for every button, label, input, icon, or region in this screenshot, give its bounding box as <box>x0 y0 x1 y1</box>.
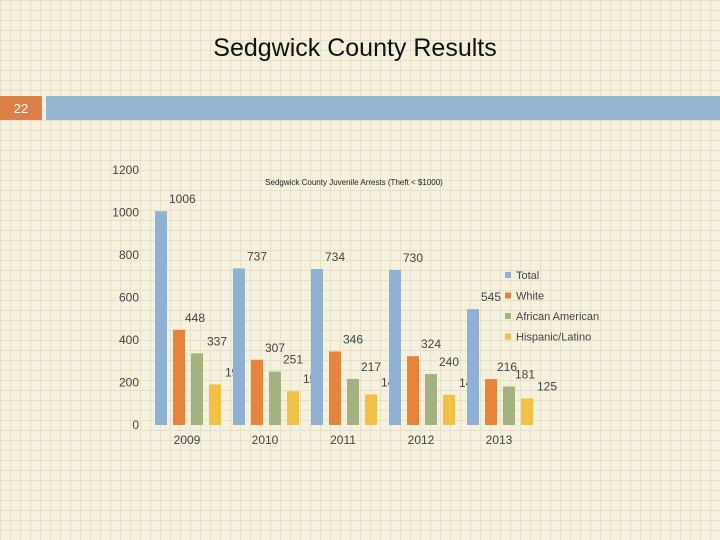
legend-label: Total <box>516 270 539 282</box>
bars-group: 1006448337191737307251159734346217144730… <box>155 192 557 425</box>
data-label: 307 <box>265 341 285 355</box>
bar-total-2009 <box>155 211 167 425</box>
x-axis: 2009 2010 2011 2012 2013 <box>174 433 513 447</box>
data-label: 734 <box>325 250 345 264</box>
bar-hispanic-latino-2010 <box>287 391 299 425</box>
x-tick-label: 2009 <box>174 433 201 447</box>
bar-hispanic-latino-2012 <box>443 394 455 425</box>
bar-white-2010 <box>251 359 263 425</box>
bar-white-2011 <box>329 351 341 425</box>
data-label: 737 <box>247 249 267 263</box>
bar-total-2013 <box>467 309 479 425</box>
legend-swatch <box>505 313 511 319</box>
y-axis: 0 200 400 600 800 1000 1200 <box>112 163 139 432</box>
bar-african-american-2011 <box>347 378 359 425</box>
x-tick-label: 2011 <box>330 433 356 447</box>
header-bar <box>46 96 720 120</box>
data-label: 240 <box>439 355 459 369</box>
y-tick-label: 0 <box>132 418 139 432</box>
data-label: 324 <box>421 337 441 351</box>
bar-white-2013 <box>485 379 497 425</box>
y-tick-label: 400 <box>119 333 139 347</box>
data-label: 346 <box>343 332 363 346</box>
slide-title: Sedgwick County Results <box>213 34 497 62</box>
x-tick-label: 2010 <box>252 433 279 447</box>
data-label: 337 <box>207 334 227 348</box>
y-tick-label: 800 <box>119 248 139 262</box>
legend: Total White African American Hispanic/Latin… <box>505 270 599 344</box>
bar-total-2012 <box>389 269 401 425</box>
y-tick-label: 600 <box>119 291 139 305</box>
bar-white-2009 <box>173 329 185 425</box>
bar-african-american-2012 <box>425 374 437 425</box>
slide-number-badge: 22 <box>0 96 42 120</box>
bar-african-american-2010 <box>269 371 281 425</box>
data-label: 545 <box>481 290 501 304</box>
x-tick-label: 2012 <box>408 433 435 447</box>
bar-african-american-2013 <box>503 386 515 425</box>
legend-label: African American <box>516 311 599 323</box>
data-label: 125 <box>537 379 557 393</box>
data-label: 448 <box>185 311 205 325</box>
bar-total-2011 <box>311 269 323 425</box>
data-label: 181 <box>515 368 535 382</box>
bar-total-2010 <box>233 268 245 425</box>
y-tick-label: 1000 <box>112 206 139 220</box>
legend-swatch <box>505 292 511 299</box>
bar-hispanic-latino-2009 <box>209 384 221 425</box>
data-label: 1006 <box>169 192 196 206</box>
x-tick-label: 2013 <box>486 433 513 447</box>
y-tick-label: 1200 <box>112 163 139 177</box>
data-label: 251 <box>283 353 303 367</box>
bar-hispanic-latino-2013 <box>521 398 533 425</box>
data-label: 217 <box>361 360 381 374</box>
bar-hispanic-latino-2011 <box>365 394 377 425</box>
data-label: 730 <box>403 251 423 265</box>
bar-white-2012 <box>407 356 419 425</box>
legend-label: White <box>516 291 544 303</box>
legend-swatch <box>505 333 511 340</box>
bar-african-american-2009 <box>191 353 203 425</box>
chart-title: Sedgwick County Juvenile Arrests (Theft … <box>265 178 443 187</box>
legend-label: Hispanic/Latino <box>516 332 591 344</box>
legend-swatch <box>505 272 511 278</box>
data-label: 216 <box>497 360 517 374</box>
y-tick-label: 200 <box>119 376 139 390</box>
